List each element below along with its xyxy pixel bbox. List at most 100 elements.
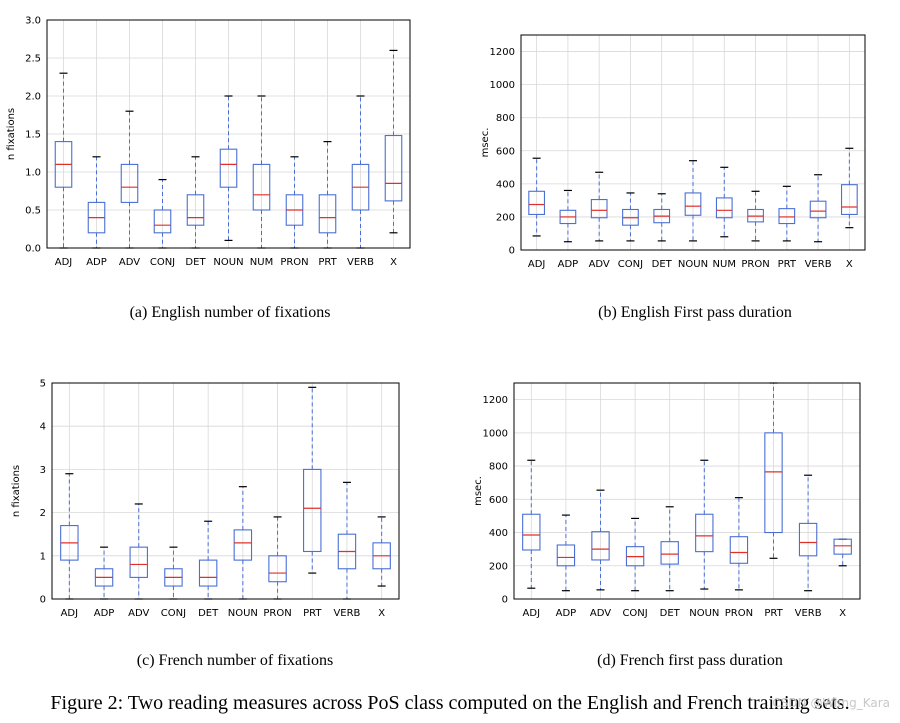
panel-b-xtick-label: X	[846, 259, 853, 270]
panel-a-xtick-label: NOUN	[213, 257, 243, 268]
panel-c-ytick-label: 1	[40, 551, 46, 562]
panel-a-ytick-label: 1.5	[25, 130, 41, 141]
panel-b-ytick-label: 800	[496, 113, 515, 124]
panel-c-xtick-label: PRON	[263, 608, 291, 619]
panel-b-ylabel: msec.	[480, 128, 491, 158]
panel-b-xtick-label: PRT	[778, 259, 797, 270]
panel-b-box	[778, 208, 796, 225]
panel-c-xtick-label: ADV	[128, 608, 149, 619]
panel-d-box	[695, 513, 714, 553]
panel-b-xtick-label: CONJ	[618, 259, 643, 270]
panel-c-ytick-label: 3	[40, 465, 46, 476]
panel-c-ytick-label: 5	[40, 379, 46, 390]
panel-c-ylabel: n fixations	[11, 465, 22, 517]
panel-a-box	[153, 209, 172, 234]
panel-a-box	[186, 194, 205, 226]
caption-b: (b) English First pass duration	[598, 304, 792, 321]
panel-d-xtick-label: PRT	[764, 608, 783, 619]
panel-d-xtick-label: VERB	[795, 608, 822, 619]
panel-d-xtick-label: ADV	[590, 608, 611, 619]
panel-a-ytick-label: 2.5	[25, 54, 41, 65]
panel-d-box	[833, 538, 852, 555]
panel-b-box	[684, 192, 702, 216]
panel-a-ytick-label: 1.0	[25, 168, 41, 179]
panel-d-box	[556, 544, 576, 567]
panel-b-box	[528, 190, 546, 215]
panel-a-ytick-label: 3.0	[25, 16, 41, 27]
panel-a-xtick-label: ADP	[86, 257, 107, 268]
caption-a: (a) English number of fixations	[129, 304, 331, 321]
panel-a-xtick-label: X	[390, 257, 397, 268]
panel-b-ytick-label: 600	[496, 146, 515, 157]
panel-d-ytick-label: 0	[502, 595, 508, 606]
panel-d-ytick-label: 800	[489, 462, 508, 473]
panel-c-xtick-label: CONJ	[161, 608, 186, 619]
panel-c-box	[129, 546, 148, 578]
panel-a-xtick-label: PRT	[318, 257, 337, 268]
panel-b-xtick-label: ADJ	[528, 259, 546, 270]
panel-c-xtick-label: X	[378, 608, 385, 619]
panel-c-xtick-label: PRT	[303, 608, 322, 619]
panel-a-plot-frame	[46, 19, 411, 249]
panel-a-ytick-label: 2.0	[25, 92, 41, 103]
panel-c-box	[233, 529, 253, 561]
panel-c-xtick-label: NOUN	[228, 608, 258, 619]
panel-b-ytick-label: 200	[496, 212, 515, 223]
panel-d-ytick-label: 600	[489, 495, 508, 506]
panel-d-xtick-label: CONJ	[622, 608, 647, 619]
panel-c-ytick-label: 0	[40, 595, 46, 606]
panel-c-plot-frame	[51, 382, 400, 600]
panel-d-xtick-label: DET	[660, 608, 681, 619]
panel-a-ytick-label: 0.5	[25, 206, 41, 217]
panel-b-xtick-label: NOUN	[678, 259, 708, 270]
panel-d-box	[764, 432, 783, 534]
panel-d-xtick-label: ADP	[556, 608, 577, 619]
panel-d-xtick-label: X	[839, 608, 846, 619]
caption-d: (d) French first pass duration	[597, 652, 783, 669]
panel-d-xtick-label: PRON	[725, 608, 753, 619]
watermark: CSDN @Wimg_Kara	[772, 696, 890, 710]
panel-a-box	[219, 148, 238, 188]
panel-d-box	[798, 522, 818, 557]
panel-c-box	[198, 559, 218, 587]
caption-c: (c) French number of fixations	[136, 652, 334, 669]
panel-b-ytick-label: 400	[496, 179, 515, 190]
panel-d-ytick-label: 1000	[483, 428, 508, 439]
panel-d-box	[660, 541, 679, 565]
panel-c-xtick-label: DET	[198, 608, 219, 619]
panel-a-ylabel: n fixations	[6, 108, 17, 160]
panel-b-xtick-label: PRON	[741, 259, 769, 270]
panel-a-box	[120, 163, 139, 203]
panel-c-xtick-label: VERB	[333, 608, 360, 619]
panel-d-plot-frame	[513, 382, 861, 600]
panel-b-xtick-label: NUM	[713, 259, 736, 270]
panel-a-xtick-label: NUM	[250, 257, 273, 268]
panel-b-box	[809, 200, 827, 219]
panel-b-xtick-label: DET	[652, 259, 673, 270]
panel-d-xtick-label: ADJ	[523, 608, 541, 619]
panel-c-xtick-label: ADJ	[61, 608, 79, 619]
figure-caption: Figure 2: Two reading measures across Po…	[50, 692, 850, 714]
panel-b-plot-frame	[520, 34, 866, 251]
panel-b-box	[840, 184, 858, 215]
panel-c-xtick-label: ADP	[94, 608, 115, 619]
panel-a-xtick-label: PRON	[280, 257, 308, 268]
panel-a-box	[252, 163, 271, 211]
panel-b-ytick-label: 0	[509, 246, 515, 257]
panel-a-xtick-label: ADV	[119, 257, 140, 268]
panel-d-ytick-label: 200	[489, 561, 508, 572]
panel-d-ytick-label: 400	[489, 528, 508, 539]
panel-d-ylabel: msec.	[473, 476, 484, 506]
panel-d-box	[591, 531, 610, 561]
panel-b-ytick-label: 1000	[490, 80, 515, 91]
panel-c-box	[268, 555, 287, 583]
panel-c-ytick-label: 4	[40, 422, 46, 433]
panel-b-xtick-label: VERB	[805, 259, 832, 270]
panel-b-xtick-label: ADP	[558, 259, 579, 270]
panel-b-xtick-label: ADV	[589, 259, 610, 270]
panel-b-box	[715, 197, 733, 219]
panel-c-box	[303, 468, 322, 553]
panel-d-box	[729, 536, 749, 564]
panel-d-xtick-label: NOUN	[689, 608, 719, 619]
